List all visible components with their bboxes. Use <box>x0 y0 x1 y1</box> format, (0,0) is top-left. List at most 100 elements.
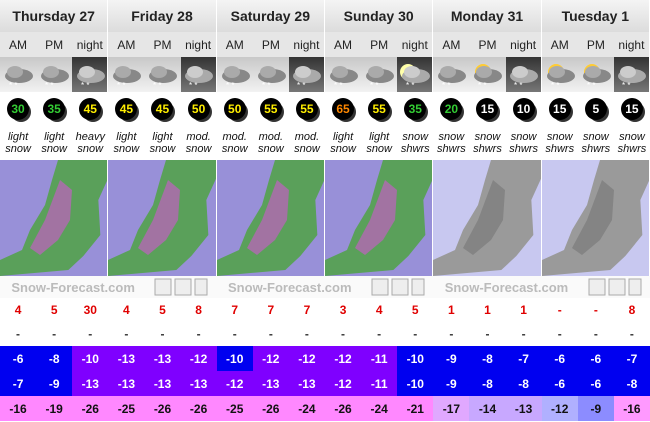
rain-amount: - <box>449 327 454 341</box>
map-cell <box>433 160 542 276</box>
wind-cell: 55 <box>252 92 289 126</box>
day-header: Saturday 29 <box>216 0 325 32</box>
max-temp: -12 <box>325 346 362 371</box>
svg-text:* *: * * <box>551 81 559 90</box>
svg-text:* *: * * <box>370 81 378 90</box>
min-temp: -8 <box>505 371 542 396</box>
svg-text:* *: * * <box>478 81 486 90</box>
weather-icon-cell: * * <box>0 57 37 92</box>
snow-amount: 7 <box>303 303 311 317</box>
period-label: PM <box>469 32 506 57</box>
snow-amount: - <box>557 303 562 317</box>
max-temp: -7 <box>505 346 542 371</box>
min-temp: -7 <box>0 371 37 396</box>
wind-chill: -13 <box>505 396 542 421</box>
weather-icon: * * <box>76 65 105 90</box>
weather-icon: * * <box>293 65 322 90</box>
weather-text: light snow <box>366 131 392 155</box>
weather-icon: * * <box>330 65 359 90</box>
rain-amount: - <box>485 327 490 341</box>
wind-speed: 35 <box>43 98 66 120</box>
svg-text:* *: * * <box>45 81 53 90</box>
wind-chill: -17 <box>433 396 470 421</box>
weather-text: light snow <box>330 131 356 155</box>
weather-text: snow shwrs <box>545 131 575 155</box>
svg-text:* *: * * <box>514 81 522 90</box>
min-temp: -13 <box>144 371 181 396</box>
wind-speed: 55 <box>368 98 391 120</box>
max-temp: -13 <box>108 346 145 371</box>
rain-amount: - <box>196 327 201 341</box>
wind-chill: -26 <box>325 396 362 421</box>
svg-text:* *: * * <box>9 81 17 90</box>
map-cell <box>0 160 109 276</box>
max-temp: -13 <box>144 346 181 371</box>
weather-icon-cell: * * <box>216 57 253 92</box>
wind-speed: 35 <box>404 98 427 120</box>
weather-icon: * * <box>366 65 395 90</box>
wind-speed: 45 <box>115 98 138 120</box>
weather-text: snow shwrs <box>581 131 611 155</box>
map <box>541 160 649 276</box>
wind-chill: -24 <box>361 396 398 421</box>
wind-chill: -19 <box>36 396 73 421</box>
snow-amount: 5 <box>159 303 166 317</box>
period-label: night <box>288 32 325 57</box>
svg-text:* *: * * <box>117 81 125 90</box>
wind-speed: 45 <box>79 98 102 120</box>
period-label: night <box>72 32 109 57</box>
weather-icon: * * <box>5 65 34 90</box>
weather-text: light snow <box>41 131 67 155</box>
wind-cell: 15 <box>469 92 506 126</box>
day-header: Friday 28 <box>108 0 217 32</box>
wind-cell: 5 <box>577 92 614 126</box>
snow-amount: 7 <box>231 303 239 317</box>
min-temp: -12 <box>325 371 362 396</box>
weather-icon-cell: * * <box>36 57 73 92</box>
wind-cell: 55 <box>288 92 325 126</box>
period-label: PM <box>144 32 181 57</box>
weather-icon: * * <box>510 65 539 90</box>
map-controls <box>579 276 650 298</box>
weather-icon-cell: * * <box>469 57 506 92</box>
map <box>108 160 216 276</box>
min-temp: -6 <box>541 371 578 396</box>
wind-chill: -26 <box>144 396 181 421</box>
svg-text:* *: * * <box>81 81 89 90</box>
wind-cell: 55 <box>361 92 398 126</box>
period-label: AM <box>108 32 145 57</box>
wind-chill: -14 <box>469 396 506 421</box>
wind-cell: 15 <box>613 92 650 126</box>
max-temp: -12 <box>180 346 217 371</box>
wind-cell: 45 <box>108 92 145 126</box>
weather-icon: * * <box>41 65 70 90</box>
watermark: Snow-Forecast.com <box>433 276 580 298</box>
map-cell <box>108 160 217 276</box>
svg-text:* *: * * <box>622 81 630 90</box>
wind-chill: -26 <box>72 396 109 421</box>
wind-cell: 35 <box>397 92 434 126</box>
weather-icon-cell: * * <box>108 57 145 92</box>
watermark: Snow-Forecast.com <box>216 276 363 298</box>
snow-amount: 8 <box>628 303 636 317</box>
map-icons <box>588 278 642 296</box>
svg-text:* *: * * <box>587 81 595 90</box>
wind-cell: 50 <box>180 92 217 126</box>
weather-icon-cell: * * <box>361 57 398 92</box>
min-temp: -6 <box>577 371 614 396</box>
min-temp: -9 <box>433 371 470 396</box>
weather-icon: * * <box>582 63 611 90</box>
weather-icon-cell: * * <box>288 57 325 92</box>
weather-text: snow shwrs <box>437 131 466 155</box>
weather-icon-cell: * * <box>433 57 470 92</box>
max-temp: -10 <box>216 346 253 371</box>
day-header: Monday 31 <box>433 0 542 32</box>
rain-amount: - <box>593 327 598 341</box>
wind-speed: 50 <box>223 98 246 120</box>
wind-chill: -26 <box>180 396 217 421</box>
svg-text:* *: * * <box>442 81 450 90</box>
wind-speed: 65 <box>332 98 355 120</box>
weather-icon-cell: * * <box>397 57 434 92</box>
wind-chill: -24 <box>288 396 325 421</box>
period-label: AM <box>541 32 578 57</box>
